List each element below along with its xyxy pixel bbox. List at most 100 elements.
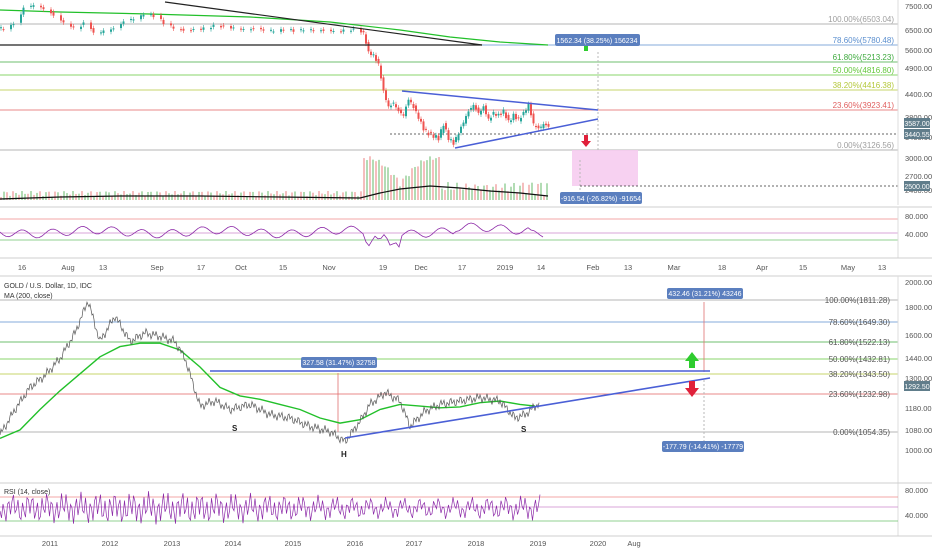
volume-bar: [234, 191, 236, 200]
top-x-tick: 13: [99, 263, 107, 272]
candle-body: [330, 29, 332, 32]
candle-body: [92, 28, 95, 33]
top-time-axis[interactable]: 16 Aug 13 Sep 17 Oct 15 Nov 19 Dec 17 2019 14 Feb 13 Ma…: [0, 257, 932, 272]
volume-bar: [309, 191, 311, 200]
candle-body: [80, 26, 82, 30]
bottom-time-axis[interactable]: 2011 2012 2013 2014 2015 2016 2017 2018 2019 2020…: [0, 535, 932, 548]
volume-bar: [294, 191, 296, 200]
candle-body: [192, 29, 195, 31]
top-y-tick: 3800.00: [905, 113, 932, 122]
candle-body: [415, 105, 417, 112]
volume-bar: [120, 194, 122, 200]
candle-body: [312, 30, 315, 32]
candle-body: [120, 24, 122, 29]
bottom-fib-label: 0.00%(1054.35): [833, 428, 890, 437]
bottom-x-tick-labels: 2011 2012 2013 2014 2015 2016 2017 2018 2019 2020…: [42, 539, 641, 548]
candle-body: [72, 26, 75, 28]
volume-bar: [399, 186, 401, 200]
bottom-y-tick-1180: 1180.00: [905, 404, 932, 413]
top-plot-area[interactable]: [0, 0, 898, 205]
volume-bar: [300, 191, 302, 200]
volume-bar: [102, 196, 104, 200]
candle-body: [130, 18, 132, 21]
measure-box-down[interactable]: -916.54 (-26.82%) -91654: [560, 192, 642, 204]
volume-bar: [297, 196, 299, 200]
candle-body: [310, 29, 312, 31]
gold-arrow-down-icon: [685, 381, 699, 397]
candle-body: [202, 27, 205, 30]
candle-body: [252, 28, 255, 30]
top-x-tick: 2019: [497, 263, 514, 272]
candle-body: [392, 102, 395, 104]
volume-bar: [543, 195, 545, 200]
candle-body: [162, 19, 165, 25]
volume-bar: [51, 196, 53, 200]
measure-box-up[interactable]: 1562.34 (38.25%) 156234: [555, 34, 640, 46]
volume-bar: [21, 191, 23, 200]
volume-bar: [288, 195, 290, 200]
candle-body: [497, 113, 500, 116]
volume-bar: [318, 191, 320, 200]
gold-measure-box-up[interactable]: 432.46 (31.21%) 43246: [667, 288, 743, 299]
top-chart-panel[interactable]: 100.00%(6503.04) 78.60%(5780.48) 61.80%(52…: [0, 0, 898, 205]
volume-bar: [303, 191, 305, 200]
candle-body: [380, 65, 382, 79]
top-x-tick: 19: [379, 263, 387, 272]
ma-legend-label: MA (200, close): [4, 293, 53, 300]
bottom-y-tick-1080: 1080.00: [905, 426, 932, 435]
candle-body: [332, 30, 335, 32]
bottom-y-tick-1300: 1300.00: [905, 374, 932, 383]
volume-bar: [15, 192, 17, 200]
rising-trendline: [344, 377, 711, 439]
bottom-fib-label: 38.20%(1343.50): [829, 370, 891, 379]
bottom-rsi-line: [0, 491, 541, 525]
volume-bar: [90, 191, 92, 200]
candle-body: [527, 104, 530, 111]
candle-body: [0, 27, 2, 29]
volume-bar: [171, 194, 173, 200]
candle-body: [375, 55, 377, 61]
candle-body: [140, 15, 142, 20]
bottom-chart-panel[interactable]: 100.00%(1811.28) 78.60%(1649.30) 61.80%(15…: [0, 275, 932, 459]
candle-body: [190, 30, 192, 32]
volume-bar: [423, 161, 425, 200]
top-x-tick: 14: [537, 263, 545, 272]
volume-bar: [534, 194, 536, 200]
top-y-tick: 2700.00: [905, 172, 932, 181]
top-x-tick: May: [841, 263, 855, 272]
top-y-tick: 4900.00: [905, 64, 932, 73]
volume-bar: [540, 182, 542, 200]
candle-body: [410, 99, 412, 103]
volume-bar: [393, 174, 395, 200]
volume-bar: [351, 191, 353, 200]
candle-body: [210, 27, 212, 30]
triangle-upper-line: [401, 90, 599, 111]
volume-bar: [390, 175, 392, 200]
gold-measure-box-down[interactable]: -177.79 (-14.41%) -17779: [662, 441, 744, 452]
top-price-axis[interactable]: 7500.00 6500.00 5600.00 4900.00 4400.00 3800.…: [897, 0, 932, 205]
candle-body: [320, 30, 322, 32]
volume-bar: [111, 195, 113, 200]
volume-bar: [222, 194, 224, 200]
candle-body: [42, 7, 45, 10]
volume-bar: [39, 191, 41, 200]
volume-bar: [417, 166, 419, 200]
top-rsi-panel[interactable]: 80.000 40.000: [0, 206, 932, 258]
volume-bar: [312, 192, 314, 200]
volume-bar: [228, 194, 230, 200]
candle-body: [400, 109, 402, 114]
volume-ma-line: [0, 185, 549, 200]
target-badge: [904, 181, 930, 191]
volume-bar: [6, 192, 8, 200]
bottom-price-axis[interactable]: 2000.00 1800.00 1600.00 1440.00 1300.00 …: [897, 276, 932, 536]
bottom-y-tick-2000: 2000.00: [905, 278, 932, 287]
bottom-y-tick-1800: 1800.00: [905, 303, 932, 312]
bottom-rsi-panel[interactable]: RSI (14, close) 80.000 40.000: [0, 482, 932, 525]
top-y-tick: 7500.00: [905, 2, 932, 11]
gold-measure-box-neck[interactable]: 327.58 (31.47%) 32758: [301, 357, 377, 368]
bottom-x-tick: 2018: [468, 539, 485, 548]
top-fib-label: 100.00%(6503.04): [828, 15, 894, 24]
volume-bar: [546, 183, 548, 200]
bottom-x-tick: 2020: [590, 539, 607, 548]
volume-bar: [426, 160, 428, 200]
